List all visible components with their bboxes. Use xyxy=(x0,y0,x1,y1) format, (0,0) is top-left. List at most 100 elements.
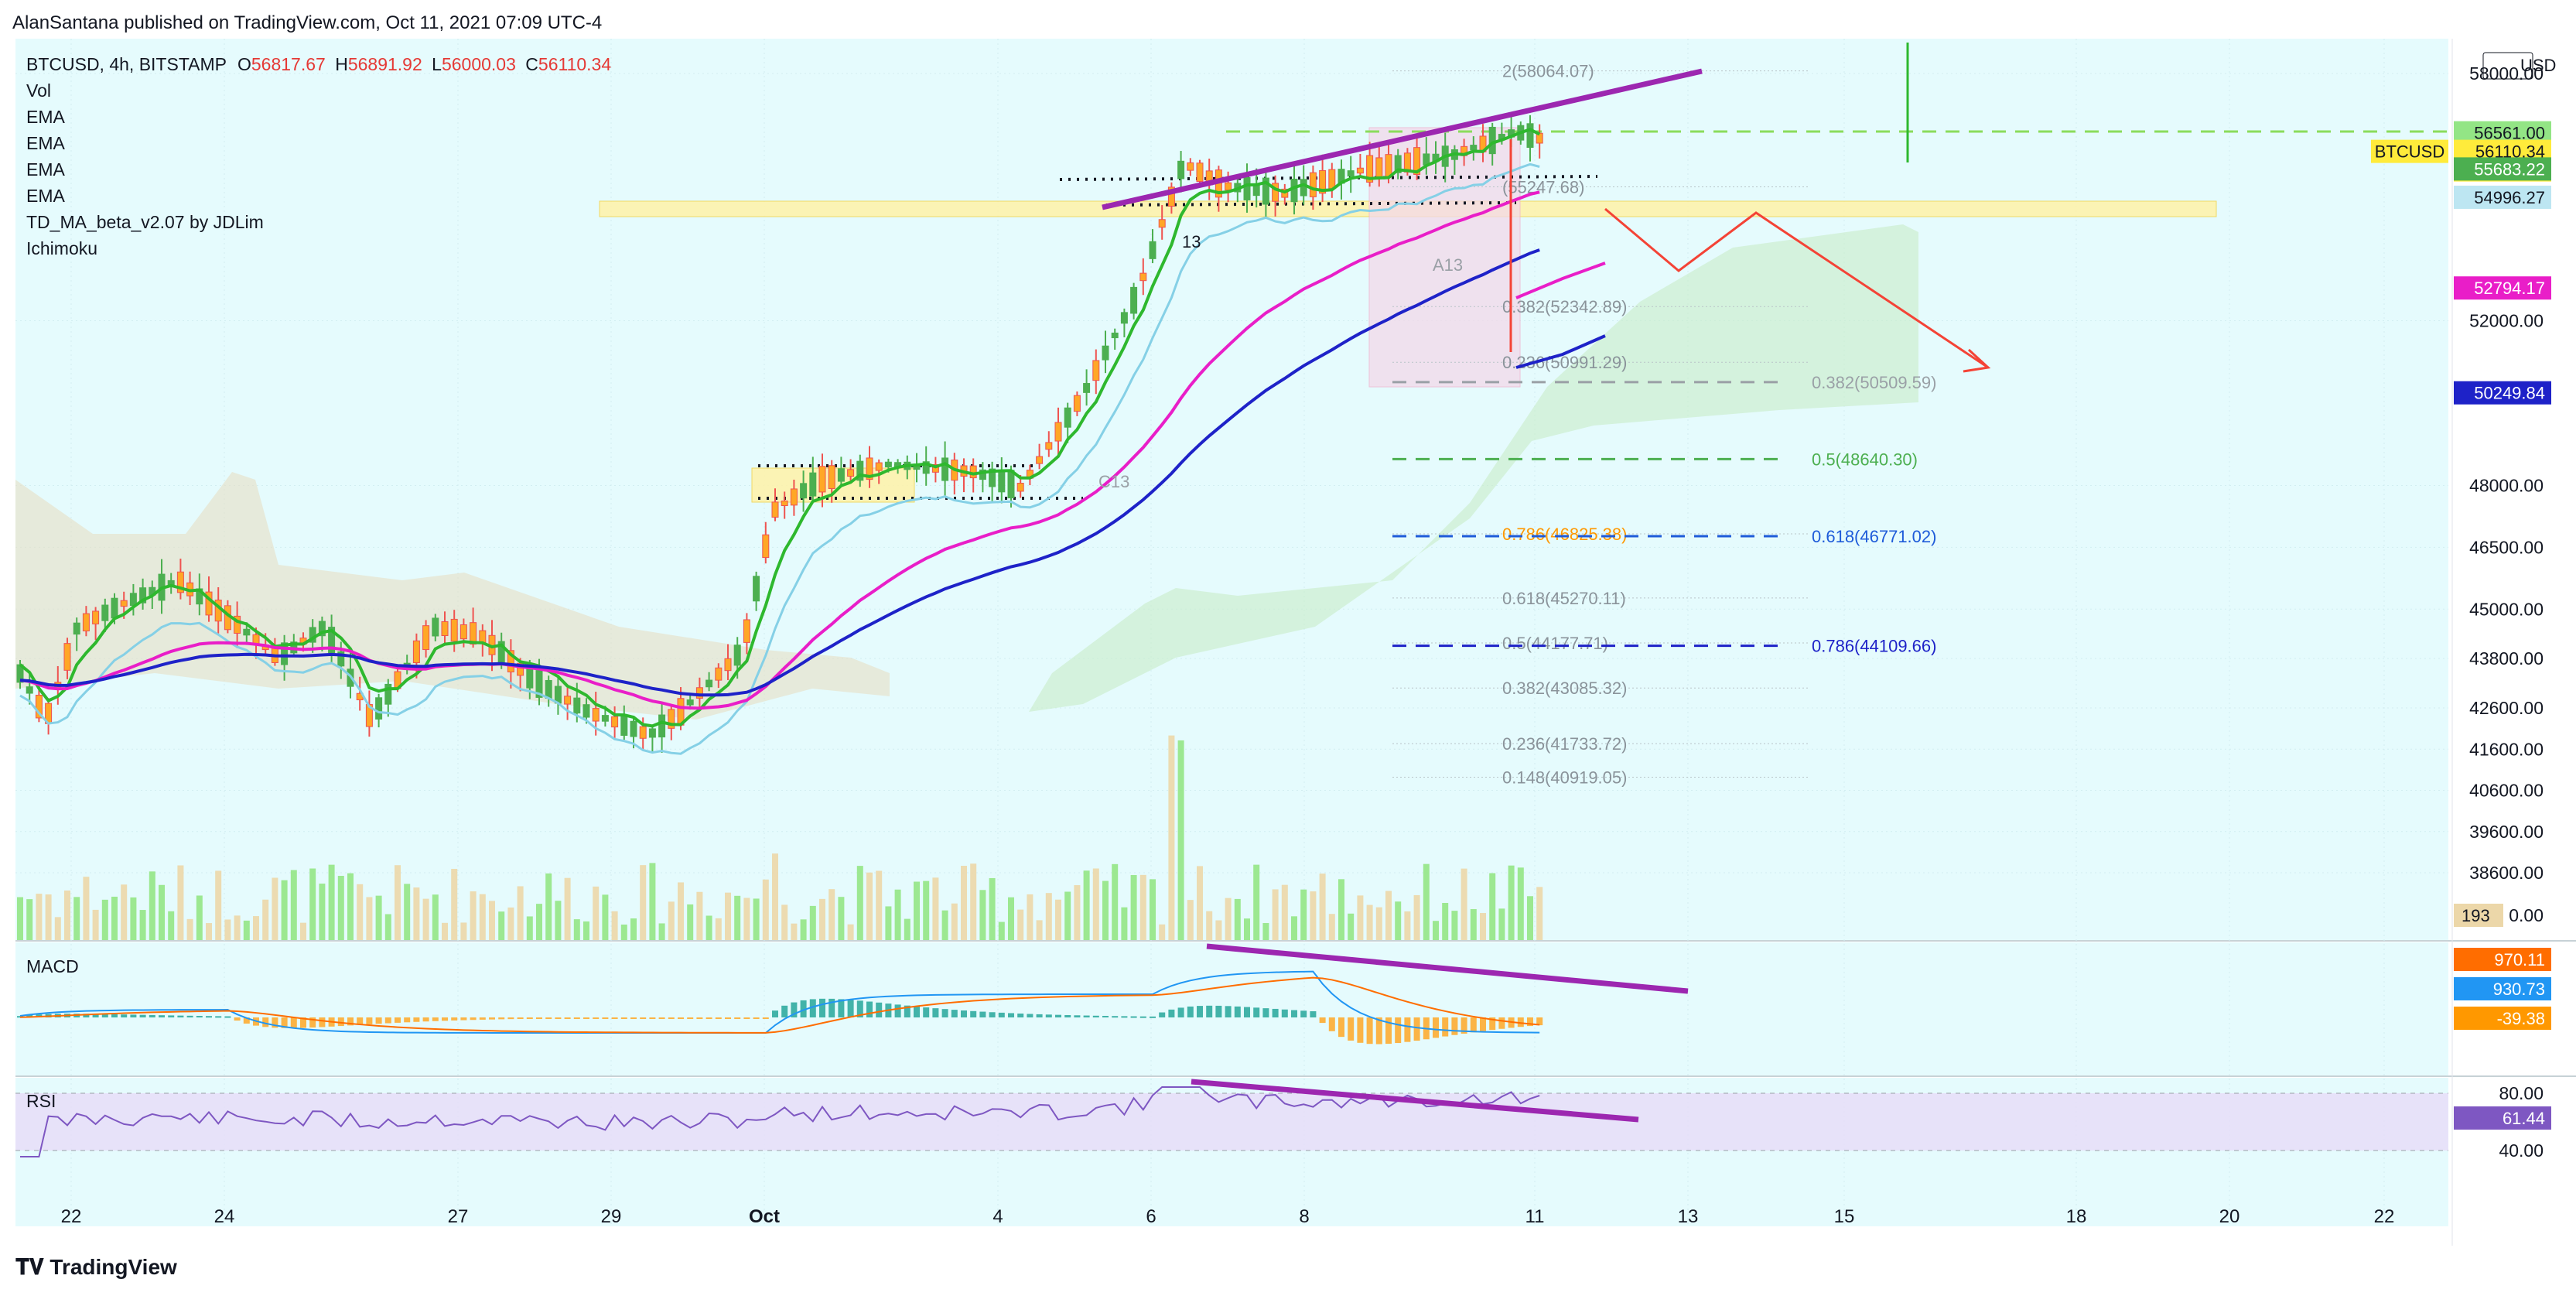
candle-body xyxy=(111,597,118,619)
macd-histogram-bar xyxy=(1225,1006,1232,1017)
macd-histogram-bar xyxy=(395,1017,401,1023)
price-chart-svg[interactable]: 58000.00 52000.00 48000.00 46500.00 45000.00… xyxy=(0,39,2576,1246)
fib-label: 0.236(50991.29) xyxy=(1502,353,1627,372)
volume-bar xyxy=(1121,907,1128,940)
symbol-info[interactable]: BTCUSD, 4h, BITSTAMP xyxy=(26,54,227,74)
volume-bar xyxy=(1498,908,1505,940)
currency-box[interactable] xyxy=(2482,52,2533,80)
x-tick-label: 8 xyxy=(1299,1206,1309,1227)
candle-body xyxy=(724,658,732,672)
macd-histogram-bar xyxy=(1130,1016,1137,1018)
macd-histogram-bar xyxy=(573,1017,580,1019)
y-tick-label: 41600.00 xyxy=(2469,739,2544,759)
price-badge-text: 56561.00 xyxy=(2474,124,2545,143)
candle-body xyxy=(432,617,439,637)
macd-histogram-bar xyxy=(640,1017,647,1019)
macd-histogram-bar xyxy=(1348,1017,1355,1041)
candle-body xyxy=(1526,123,1534,148)
volume-bar xyxy=(1451,911,1458,940)
fib-label: 0.148(40919.05) xyxy=(1502,768,1627,788)
y-tick-label: 43800.00 xyxy=(2469,648,2544,668)
high-value: 56891.92 xyxy=(347,54,422,74)
volume-bar xyxy=(838,897,845,940)
volume-bar xyxy=(1262,923,1269,940)
tv-logo-icon: 𝐓𝐕 xyxy=(15,1255,44,1279)
volume-bar xyxy=(800,919,807,940)
macd-histogram-bar xyxy=(1517,1017,1524,1027)
x-tick-label: 22 xyxy=(61,1206,82,1227)
volume-bar xyxy=(668,901,675,940)
study-td-ma[interactable]: TD_MA_beta_v2.07 by JDLim xyxy=(26,212,264,232)
volume-bar xyxy=(640,865,647,940)
macd-histogram-bar xyxy=(168,1015,175,1017)
fib-label: 0.786(46825.38) xyxy=(1502,525,1627,544)
candle-body xyxy=(601,715,609,722)
volume-bar xyxy=(432,894,439,940)
rsi-divergence-line xyxy=(1191,1079,1639,1123)
volume-bar xyxy=(1187,900,1194,940)
macd-pane-label[interactable]: MACD xyxy=(26,956,79,976)
low-label: L xyxy=(432,54,442,74)
macd-histogram-bar xyxy=(1536,1017,1543,1026)
volume-bar xyxy=(620,924,627,940)
volume-bar xyxy=(1244,918,1250,940)
volume-bar xyxy=(753,898,760,940)
macd-histogram-bar xyxy=(658,1017,665,1019)
ema-mid-ext xyxy=(1515,262,1606,299)
rsi-pane-label[interactable]: RSI xyxy=(26,1091,56,1111)
candle-body xyxy=(1073,395,1081,412)
candle-body xyxy=(781,501,788,507)
currency-label: USD xyxy=(2520,56,2556,75)
tradingview-logo[interactable]: 𝐓𝐕 TradingView xyxy=(15,1255,177,1280)
candle-body xyxy=(979,469,986,480)
candle-body xyxy=(412,640,420,663)
study-ema-1[interactable]: EMA xyxy=(26,107,65,127)
volume-bar xyxy=(876,870,883,940)
macd-histogram-bar xyxy=(262,1017,269,1027)
macd-histogram-bar xyxy=(1102,1016,1109,1018)
volume-bar xyxy=(885,906,892,940)
macd-histogram-bar xyxy=(319,1017,326,1027)
volume-bar xyxy=(36,894,43,940)
macd-histogram-bar xyxy=(224,1016,231,1018)
y-tick-label: 38600.00 xyxy=(2469,863,2544,883)
volume-bar xyxy=(979,890,986,940)
macd-histogram-bar xyxy=(1300,1010,1307,1017)
volume-bar xyxy=(224,919,231,940)
volume-bar xyxy=(139,910,146,940)
volume-bar xyxy=(630,918,637,940)
volume-bar xyxy=(384,914,391,940)
volume-bar xyxy=(1168,735,1175,940)
y-tick-label: 58000.00 xyxy=(2469,63,2544,84)
volume-bar xyxy=(941,910,948,940)
volume-bar xyxy=(725,892,731,940)
study-ema-3[interactable]: EMA xyxy=(26,159,65,180)
td-ma-line xyxy=(19,128,1541,728)
volume-bar xyxy=(1253,864,1260,940)
candle-body xyxy=(1225,182,1232,191)
volume-bar xyxy=(413,887,420,940)
chart-area[interactable]: 58000.00 52000.00 48000.00 46500.00 45000.00… xyxy=(0,39,2576,1246)
volume-bar xyxy=(489,901,495,940)
macd-histogram-bar xyxy=(1206,1005,1213,1017)
macd-histogram-bar xyxy=(357,1017,364,1025)
volume-bar xyxy=(319,884,326,940)
volume-bar xyxy=(1433,921,1439,940)
volume-bar xyxy=(1225,898,1232,940)
candle-body xyxy=(460,624,467,640)
study-vol[interactable]: Vol xyxy=(26,80,51,101)
candle-body xyxy=(1102,345,1109,361)
volume-bar xyxy=(262,899,269,940)
volume-bar xyxy=(149,871,155,940)
symbol-tag[interactable] xyxy=(2371,139,2448,163)
candle-body xyxy=(931,463,939,473)
study-ema-2[interactable]: EMA xyxy=(26,133,65,153)
wedge-trendline xyxy=(1102,68,1703,210)
study-ichimoku[interactable]: Ichimoku xyxy=(26,238,98,258)
volume-bar xyxy=(932,877,939,940)
macd-histogram-bar xyxy=(904,1005,910,1017)
volume-bar xyxy=(253,916,259,940)
candle-body xyxy=(837,468,845,482)
y-tick-label: 45000.00 xyxy=(2469,599,2544,619)
study-ema-4[interactable]: EMA xyxy=(26,186,65,206)
